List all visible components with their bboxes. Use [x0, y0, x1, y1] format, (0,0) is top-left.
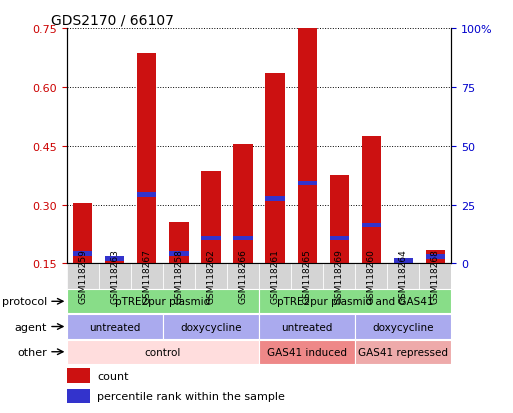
Bar — [163, 315, 259, 339]
Text: control: control — [145, 347, 181, 357]
Bar — [355, 340, 451, 364]
Text: GSM118267: GSM118267 — [142, 249, 151, 304]
Text: agent: agent — [14, 322, 47, 332]
Bar — [298, 181, 317, 186]
Bar — [233, 145, 252, 264]
Bar — [67, 340, 259, 364]
Bar — [105, 261, 124, 264]
Text: pTRE2pur plasmid: pTRE2pur plasmid — [115, 297, 210, 306]
Bar — [355, 315, 451, 339]
Bar — [259, 264, 291, 289]
Text: GAS41 repressed: GAS41 repressed — [359, 347, 448, 357]
Bar — [323, 264, 355, 289]
Text: GSM118266: GSM118266 — [239, 249, 248, 304]
Text: GSM118260: GSM118260 — [367, 249, 376, 304]
Bar — [131, 264, 163, 289]
Bar — [265, 197, 285, 202]
Text: GSM118264: GSM118264 — [399, 249, 408, 304]
Bar — [227, 264, 259, 289]
Text: untreated: untreated — [282, 322, 333, 332]
Bar — [259, 340, 355, 364]
Bar — [137, 55, 156, 264]
Bar — [362, 223, 381, 228]
Bar — [67, 315, 163, 339]
Text: count: count — [97, 371, 129, 381]
Bar — [201, 236, 221, 241]
Bar — [355, 264, 387, 289]
Bar — [387, 264, 420, 289]
Text: percentile rank within the sample: percentile rank within the sample — [97, 391, 285, 401]
Text: GSM118258: GSM118258 — [174, 249, 184, 304]
Text: GSM118261: GSM118261 — [270, 249, 280, 304]
Bar — [393, 261, 413, 264]
Bar — [67, 264, 98, 289]
Bar — [420, 264, 451, 289]
Bar — [137, 193, 156, 198]
Bar — [105, 257, 124, 261]
Bar — [73, 252, 92, 256]
Bar — [265, 74, 285, 264]
Text: GSM118262: GSM118262 — [206, 249, 215, 304]
Bar — [329, 236, 349, 241]
Bar — [233, 236, 252, 241]
Bar — [163, 264, 195, 289]
Bar — [169, 223, 189, 264]
Text: GSM118263: GSM118263 — [110, 249, 120, 304]
Text: doxycycline: doxycycline — [180, 322, 242, 332]
Text: GDS2170 / 66107: GDS2170 / 66107 — [51, 14, 174, 28]
Bar — [426, 255, 445, 259]
Bar — [201, 172, 221, 264]
Text: pTRE2pur plasmid and GAS41: pTRE2pur plasmid and GAS41 — [277, 297, 433, 306]
Bar — [259, 290, 451, 313]
Bar — [67, 290, 259, 313]
Bar — [426, 250, 445, 264]
Text: protocol: protocol — [2, 297, 47, 306]
Bar — [298, 27, 317, 264]
Bar — [291, 264, 323, 289]
Bar — [73, 203, 92, 264]
Text: GAS41 induced: GAS41 induced — [267, 347, 347, 357]
Text: other: other — [17, 347, 47, 357]
Text: doxycycline: doxycycline — [372, 322, 434, 332]
Text: untreated: untreated — [89, 322, 141, 332]
Bar — [195, 264, 227, 289]
Bar — [98, 264, 131, 289]
Text: GSM118269: GSM118269 — [334, 249, 344, 304]
Bar — [67, 389, 90, 403]
Bar — [329, 176, 349, 264]
Bar — [169, 252, 189, 256]
Bar — [393, 258, 413, 263]
Bar — [259, 315, 355, 339]
Text: GSM118259: GSM118259 — [78, 249, 87, 304]
Bar — [67, 368, 90, 382]
Bar — [362, 137, 381, 264]
Text: GSM118268: GSM118268 — [431, 249, 440, 304]
Text: GSM118265: GSM118265 — [303, 249, 312, 304]
